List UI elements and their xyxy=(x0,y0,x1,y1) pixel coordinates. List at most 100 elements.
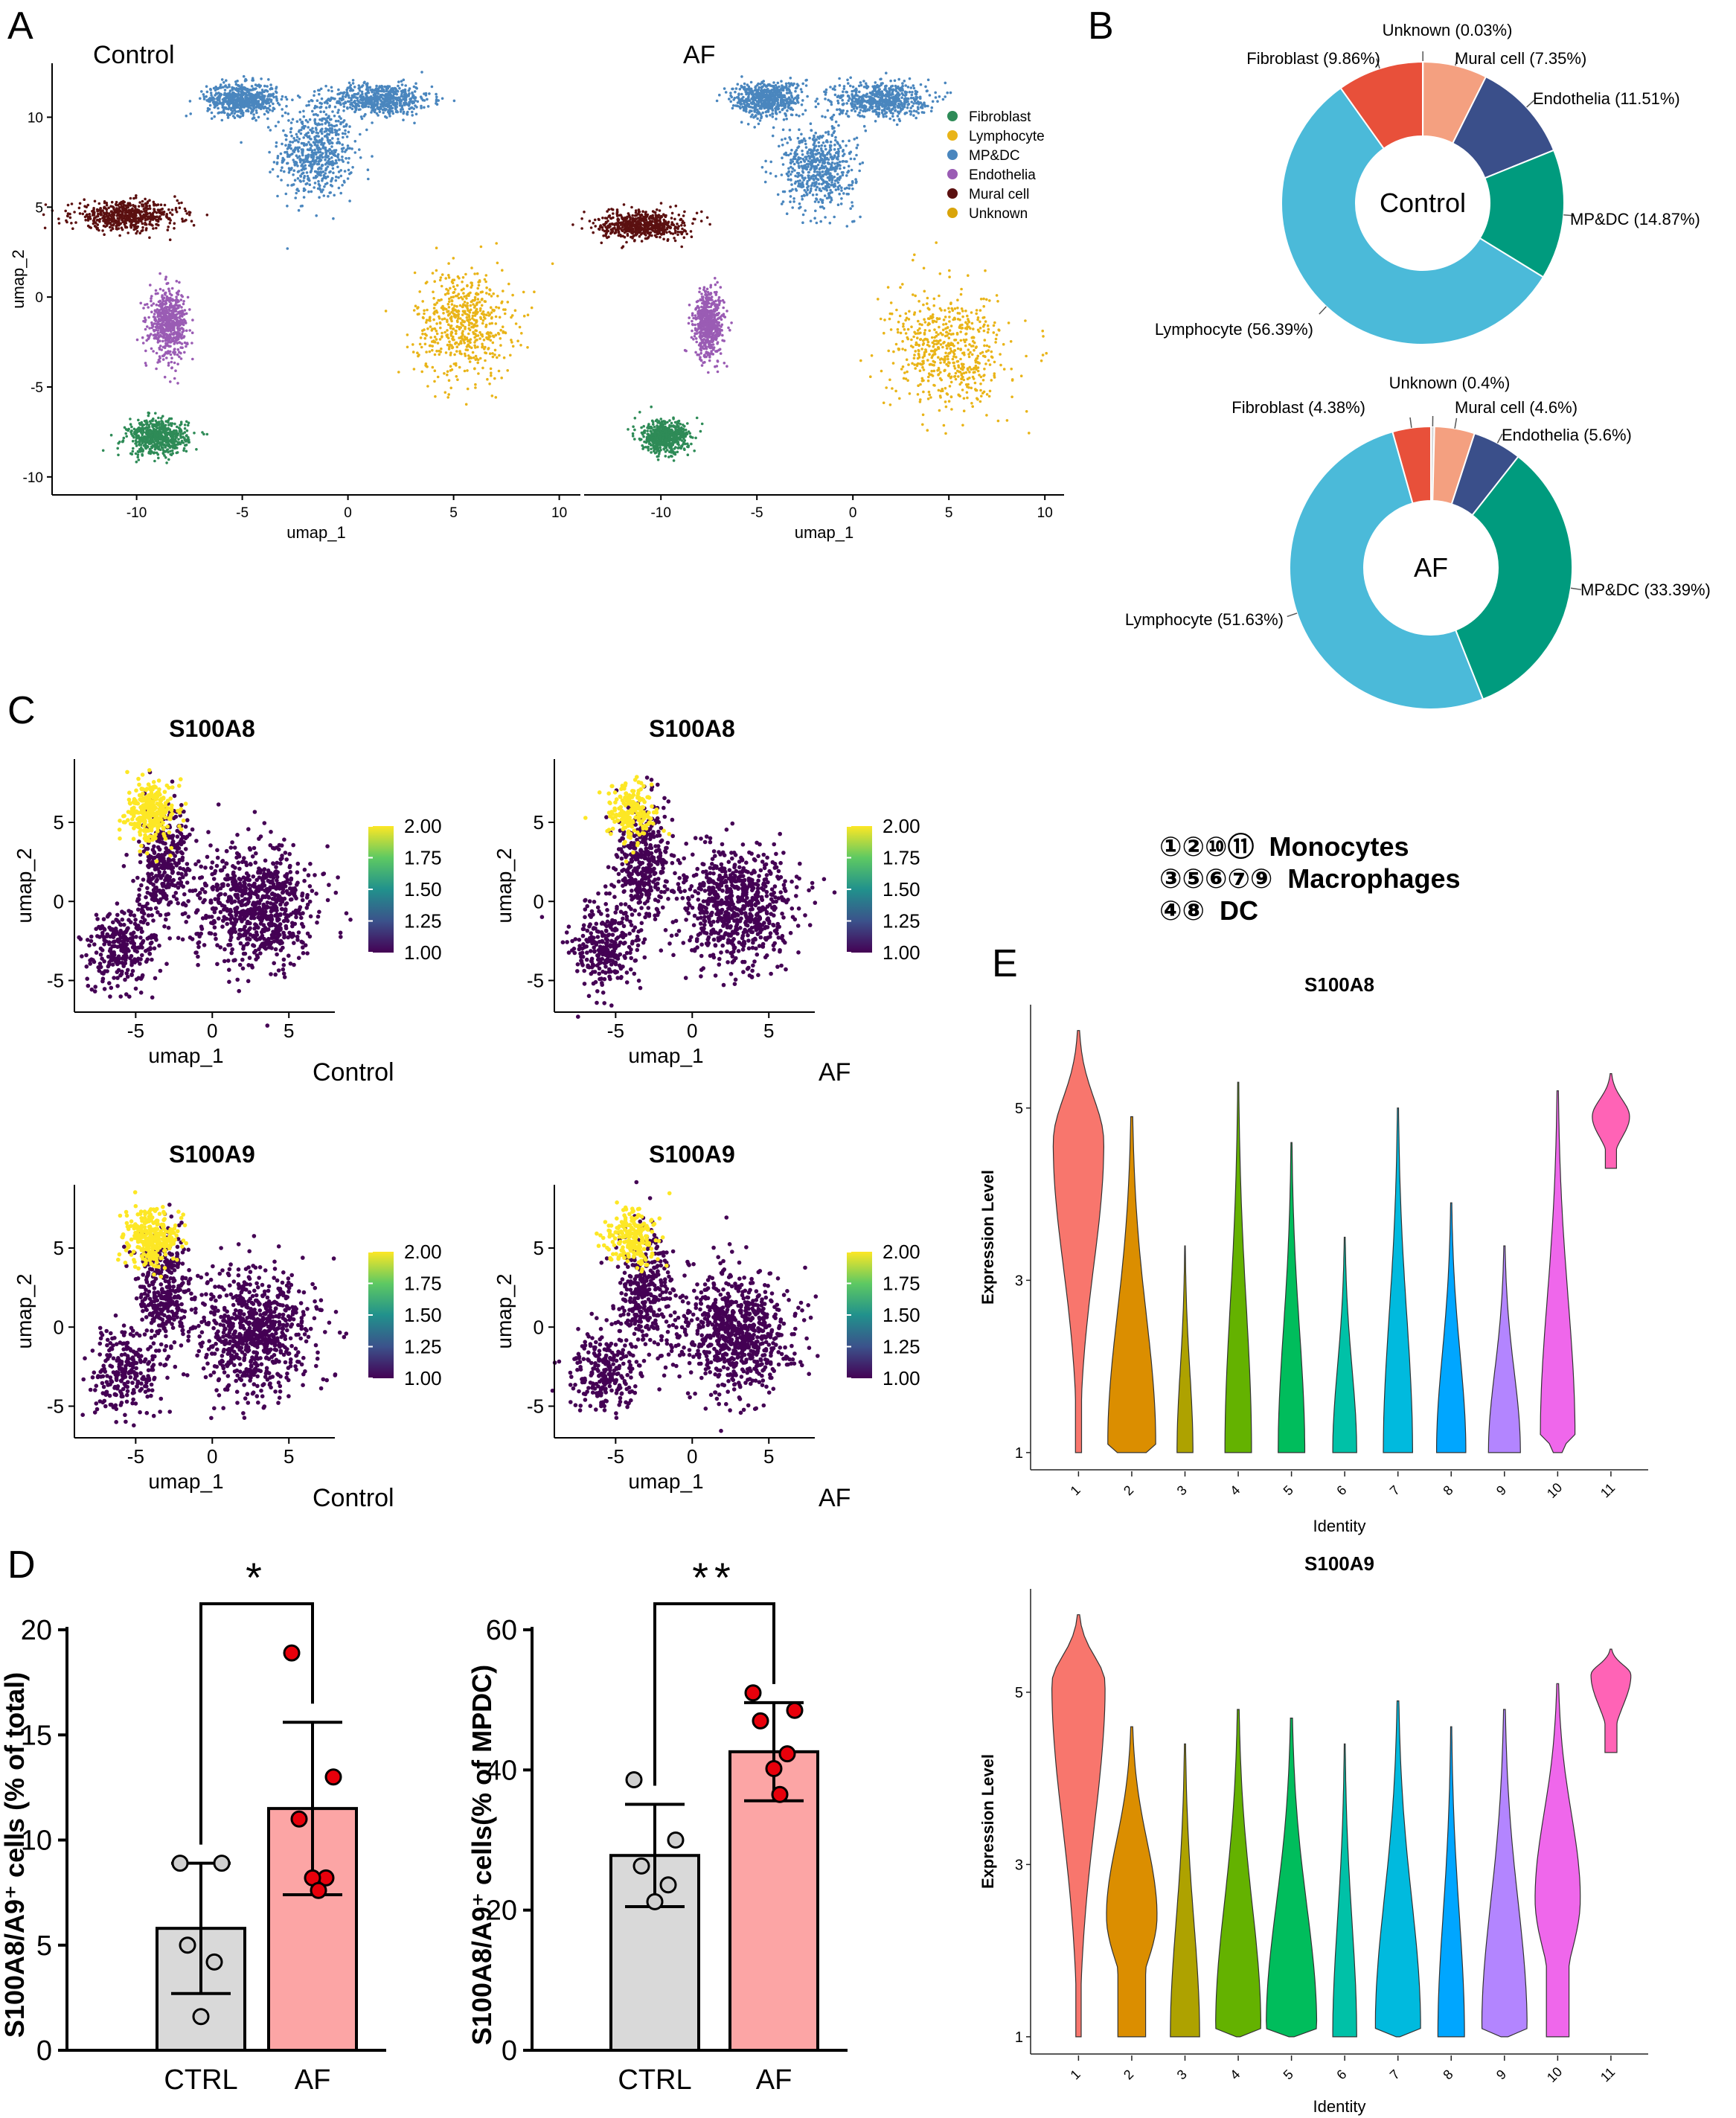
umap-point xyxy=(259,106,263,109)
umap-point xyxy=(208,103,212,107)
umap-point xyxy=(414,99,417,102)
umap-point xyxy=(836,147,840,151)
umap-point xyxy=(440,284,443,288)
umap-point xyxy=(810,176,813,180)
umap-point xyxy=(789,138,792,141)
umap-point xyxy=(370,100,374,103)
umap-point xyxy=(116,223,120,225)
umap-point xyxy=(174,323,177,326)
umap-point xyxy=(180,327,184,330)
umap-point xyxy=(381,108,385,112)
umap-point xyxy=(468,311,472,314)
umap-point xyxy=(845,174,848,177)
umap-point xyxy=(118,211,121,214)
umap-point xyxy=(809,220,813,223)
umap-point xyxy=(360,85,363,89)
umap-point xyxy=(153,313,156,316)
umap-point xyxy=(475,307,478,311)
umap-point xyxy=(89,226,92,229)
umap-point xyxy=(305,143,308,147)
umap-point xyxy=(488,289,492,292)
umap-point xyxy=(137,434,140,438)
umap-point xyxy=(180,294,183,297)
umap-point xyxy=(101,209,104,212)
umap-point xyxy=(275,141,278,144)
umap-point xyxy=(344,101,347,104)
umap-point xyxy=(91,210,94,213)
umap-point xyxy=(919,83,923,86)
umap-point xyxy=(275,87,278,90)
umap-point xyxy=(193,432,196,435)
umap-point xyxy=(467,294,470,298)
umap-point xyxy=(469,338,473,341)
umap-point xyxy=(236,84,240,87)
umap-point xyxy=(291,183,294,187)
umap-point xyxy=(312,176,316,179)
umap-point xyxy=(176,321,179,324)
umap-point xyxy=(842,140,845,143)
umap-point xyxy=(98,217,102,221)
umap-point xyxy=(280,97,284,101)
umap-point xyxy=(455,284,459,287)
umap-point xyxy=(188,213,191,217)
umap-point xyxy=(350,171,353,174)
umap-point xyxy=(342,109,345,112)
umap-point xyxy=(159,441,162,444)
umap-point xyxy=(290,134,293,138)
umap-point xyxy=(328,138,332,142)
umap-point xyxy=(183,423,187,426)
umap-point xyxy=(302,161,305,164)
umap-point xyxy=(526,313,530,317)
umap-point xyxy=(105,224,109,228)
umap-point xyxy=(218,99,221,103)
umap-point xyxy=(161,298,164,301)
umap-point xyxy=(156,315,159,319)
umap-point xyxy=(813,217,816,220)
umap-point xyxy=(481,321,484,325)
umap-point xyxy=(433,353,437,356)
umap-point xyxy=(783,190,787,193)
umap-point xyxy=(272,161,276,164)
umap-point xyxy=(393,91,396,95)
umap-point xyxy=(57,222,61,225)
umap-point xyxy=(789,200,792,204)
umap-point xyxy=(912,84,915,87)
umap-point xyxy=(492,292,495,295)
umap-point xyxy=(425,351,428,353)
umap-point xyxy=(833,155,836,158)
umap-point xyxy=(455,332,458,336)
umap-point xyxy=(276,194,279,198)
umap-point xyxy=(149,223,152,226)
umap-point xyxy=(424,362,428,365)
umap-point xyxy=(324,167,328,170)
umap-point xyxy=(318,89,321,92)
umap-point xyxy=(414,82,417,85)
umap-point xyxy=(359,101,362,104)
umap-point xyxy=(494,333,497,337)
umap-point xyxy=(859,215,862,219)
umap-point xyxy=(455,350,458,353)
umap-point xyxy=(44,203,48,206)
umap-point xyxy=(271,93,275,97)
umap-point xyxy=(464,272,467,276)
umap-point xyxy=(333,128,337,132)
umap-point xyxy=(769,172,772,175)
umap-point xyxy=(168,444,171,448)
umap-point xyxy=(391,95,394,98)
umap-point xyxy=(146,211,149,215)
umap-point xyxy=(493,309,496,312)
umap-point xyxy=(446,289,450,292)
umap-point xyxy=(466,387,470,391)
umap-point xyxy=(305,104,308,107)
umap-point xyxy=(285,97,289,101)
umap-point xyxy=(211,96,215,100)
umap-point xyxy=(158,215,161,218)
umap-point xyxy=(312,159,315,162)
umap-point xyxy=(850,168,853,172)
umap-point xyxy=(217,92,220,95)
umap-point xyxy=(322,194,326,197)
umap-point xyxy=(458,277,461,280)
umap-point xyxy=(152,200,156,204)
umap-point xyxy=(813,174,816,178)
umap-point xyxy=(183,309,187,312)
